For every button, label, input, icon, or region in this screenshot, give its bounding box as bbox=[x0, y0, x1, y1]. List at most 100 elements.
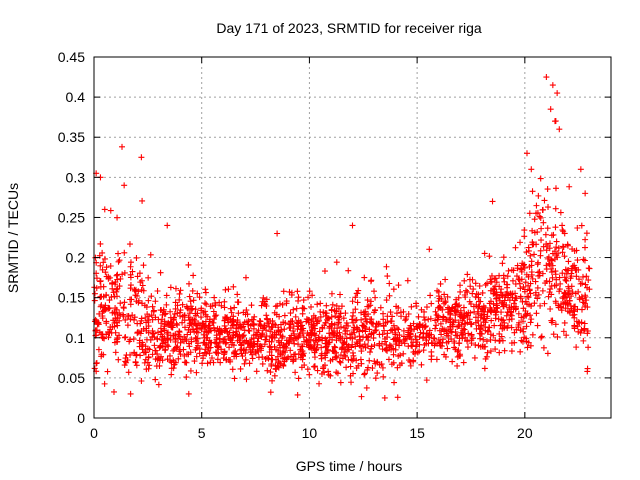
data-point bbox=[251, 341, 258, 348]
data-point bbox=[109, 285, 116, 292]
data-point bbox=[447, 308, 454, 315]
data-point bbox=[158, 328, 165, 335]
data-point bbox=[227, 358, 234, 365]
data-point bbox=[577, 166, 584, 173]
data-point bbox=[508, 324, 515, 331]
data-point bbox=[127, 390, 134, 397]
data-point bbox=[553, 244, 560, 251]
data-point bbox=[239, 333, 246, 340]
data-point bbox=[340, 315, 347, 322]
data-point bbox=[435, 298, 442, 305]
data-point bbox=[574, 306, 581, 313]
data-point bbox=[405, 357, 412, 364]
data-point bbox=[322, 340, 329, 347]
data-point bbox=[127, 296, 134, 303]
data-point bbox=[328, 320, 335, 327]
data-point bbox=[484, 349, 491, 356]
data-point bbox=[428, 300, 435, 307]
data-point bbox=[156, 357, 163, 364]
data-point bbox=[442, 276, 449, 283]
data-point bbox=[164, 335, 171, 342]
data-point bbox=[573, 344, 580, 351]
data-point bbox=[328, 306, 335, 313]
data-point bbox=[396, 362, 403, 369]
data-point bbox=[311, 349, 318, 356]
data-point bbox=[512, 244, 519, 251]
data-point bbox=[138, 377, 145, 384]
data-point bbox=[93, 318, 100, 325]
data-point bbox=[441, 328, 448, 335]
data-point bbox=[183, 303, 190, 310]
data-point bbox=[213, 312, 220, 319]
data-point bbox=[185, 390, 192, 397]
data-point bbox=[117, 275, 124, 282]
data-point bbox=[242, 350, 249, 357]
data-point bbox=[549, 274, 556, 281]
data-point bbox=[152, 298, 159, 305]
data-point bbox=[393, 310, 400, 317]
data-point bbox=[312, 337, 319, 344]
data-point bbox=[224, 328, 231, 335]
chart-title: Day 171 of 2023, SRMTID for receiver rig… bbox=[216, 20, 482, 36]
data-point bbox=[193, 369, 200, 376]
data-point bbox=[526, 263, 533, 270]
data-point bbox=[526, 210, 533, 217]
data-point bbox=[225, 286, 232, 293]
data-point bbox=[531, 216, 538, 223]
data-point bbox=[332, 344, 339, 351]
data-point bbox=[549, 262, 556, 269]
data-point bbox=[206, 344, 213, 351]
data-point bbox=[98, 293, 105, 300]
data-point bbox=[533, 202, 540, 209]
data-point bbox=[278, 334, 285, 341]
data-point bbox=[331, 307, 338, 314]
data-point bbox=[386, 280, 393, 287]
data-point bbox=[193, 353, 200, 360]
data-point bbox=[585, 265, 592, 272]
data-point bbox=[374, 370, 381, 377]
data-point bbox=[183, 374, 190, 381]
data-point bbox=[386, 344, 393, 351]
data-point bbox=[498, 309, 505, 316]
data-point bbox=[116, 317, 123, 324]
data-point bbox=[367, 298, 374, 305]
data-point bbox=[504, 322, 511, 329]
data-point bbox=[157, 331, 164, 338]
data-point bbox=[433, 356, 440, 363]
data-point bbox=[114, 214, 121, 221]
data-point bbox=[394, 334, 401, 341]
data-point bbox=[202, 289, 209, 296]
data-point bbox=[388, 318, 395, 325]
data-point bbox=[391, 379, 398, 386]
data-point bbox=[165, 336, 172, 343]
data-point bbox=[554, 333, 561, 340]
data-point bbox=[536, 272, 543, 279]
data-point bbox=[212, 302, 219, 309]
data-point bbox=[105, 328, 112, 335]
y-tick-label: 0.15 bbox=[58, 290, 85, 306]
data-point bbox=[147, 251, 154, 258]
data-point bbox=[564, 241, 571, 248]
data-point bbox=[462, 294, 469, 301]
data-point bbox=[347, 363, 354, 370]
data-point bbox=[337, 379, 344, 386]
data-point bbox=[518, 276, 525, 283]
data-point bbox=[462, 320, 469, 327]
data-point bbox=[528, 316, 535, 323]
data-point bbox=[221, 322, 228, 329]
data-point bbox=[481, 250, 488, 257]
data-point bbox=[363, 318, 370, 325]
data-point bbox=[188, 321, 195, 328]
data-point bbox=[432, 317, 439, 324]
data-point bbox=[537, 302, 544, 309]
data-point bbox=[521, 227, 528, 234]
data-point bbox=[143, 336, 150, 343]
data-point bbox=[312, 314, 319, 321]
data-point bbox=[443, 339, 450, 346]
data-point bbox=[427, 292, 434, 299]
data-point bbox=[253, 331, 260, 338]
data-point bbox=[138, 317, 145, 324]
data-point bbox=[475, 322, 482, 329]
data-point bbox=[193, 328, 200, 335]
data-point bbox=[491, 322, 498, 329]
